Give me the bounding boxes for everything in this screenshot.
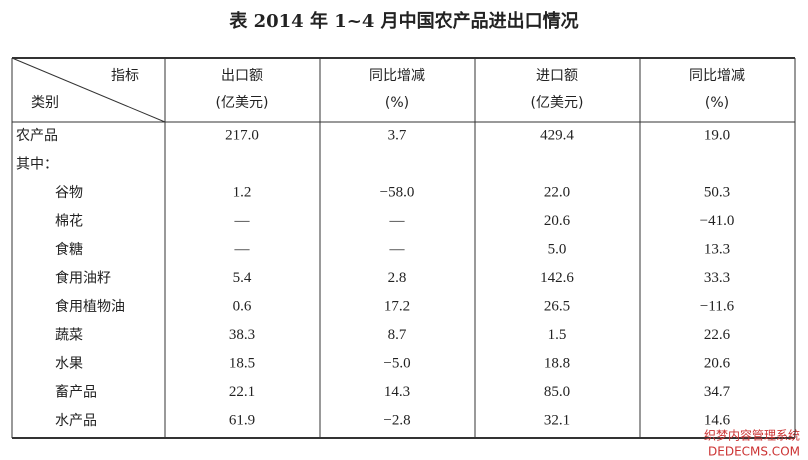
cell: 85.0 (544, 384, 570, 400)
row-label: 食用植物油 (55, 298, 125, 315)
cell: 14.3 (384, 384, 410, 400)
row-label: 畜产品 (55, 385, 97, 401)
column-header: 出口额 (221, 68, 263, 84)
cell: 20.6 (704, 355, 731, 371)
watermark: 织梦内容管理系统 (704, 428, 800, 443)
cell: 18.5 (229, 355, 255, 371)
cell: 50.3 (704, 184, 730, 200)
row-label: 水产品 (55, 413, 97, 429)
row-label: 谷物 (55, 185, 83, 201)
column-header: 进口额 (536, 68, 578, 84)
cell: 26.5 (544, 298, 570, 314)
corner-top: 指标 (111, 68, 139, 84)
row-label: 蔬菜 (55, 328, 83, 344)
cell: — (389, 213, 406, 229)
cell: −11.6 (700, 298, 735, 314)
column-header: 同比增减 (369, 68, 425, 84)
cell: 13.3 (704, 241, 730, 257)
cell: −5.0 (383, 355, 410, 371)
cell: 61.9 (229, 412, 255, 428)
watermark: DEDECMS.COM (708, 445, 800, 459)
cell: 5.0 (548, 241, 567, 257)
cell: 33.3 (704, 270, 730, 286)
cell: −58.0 (380, 184, 415, 200)
column-unit: (%) (385, 95, 409, 111)
cell: 17.2 (384, 298, 410, 314)
column-unit: (亿美元) (216, 95, 269, 111)
cell: 19.0 (704, 127, 730, 143)
cell: −41.0 (700, 213, 735, 229)
table-title: 表 2014 年 1~4 月中国农产品进出口情况 (229, 10, 578, 32)
cell: — (389, 241, 406, 257)
column-unit: (%) (705, 95, 729, 111)
cell: 38.3 (229, 327, 255, 343)
cell: 8.7 (388, 327, 407, 343)
row-label: 水果 (55, 356, 83, 372)
cell: 1.2 (233, 184, 252, 200)
corner-diagonal (11, 57, 166, 123)
cell: 18.8 (544, 355, 570, 371)
row-label: 棉花 (55, 213, 83, 230)
column-unit: (亿美元) (531, 95, 584, 111)
cell: −2.8 (383, 412, 410, 428)
cell: 0.6 (233, 298, 252, 314)
corner-bottom: 类别 (31, 95, 59, 111)
cell: 32.1 (544, 412, 570, 428)
cell: 22.6 (704, 327, 731, 343)
row-label: 农产品 (16, 128, 58, 144)
cell: — (234, 241, 251, 257)
cell: 2.8 (388, 270, 407, 286)
cell: 22.0 (544, 184, 570, 200)
cell: 14.6 (704, 412, 731, 428)
cell: 20.6 (544, 213, 571, 229)
cell: 1.5 (548, 327, 567, 343)
cell: 3.7 (388, 127, 407, 143)
cell: 34.7 (704, 384, 731, 400)
cell: 142.6 (540, 270, 574, 286)
cell: 429.4 (540, 127, 574, 143)
row-label: 其中： (16, 157, 58, 173)
column-header: 同比增减 (689, 68, 745, 84)
cell: 22.1 (229, 384, 255, 400)
cell: — (234, 213, 251, 229)
row-label: 食糖 (55, 241, 83, 258)
row-label: 食用油籽 (55, 270, 111, 287)
cell: 5.4 (233, 270, 252, 286)
cell: 217.0 (225, 127, 259, 143)
